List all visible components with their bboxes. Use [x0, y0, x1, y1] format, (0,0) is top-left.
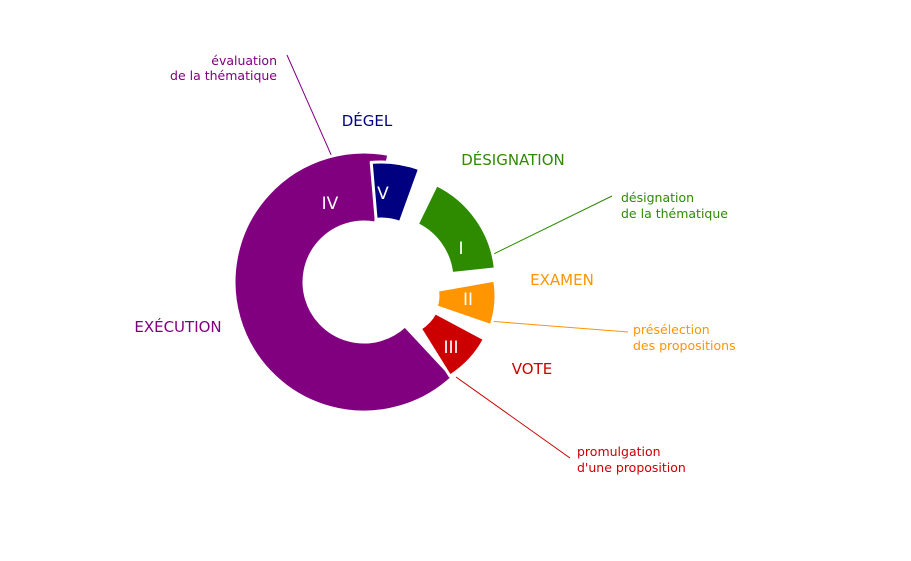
numeral-v: V	[377, 184, 389, 204]
numeral-ii: II	[463, 290, 473, 310]
phase-label-execution: EXÉCUTION	[134, 317, 221, 336]
svg-text:promulgation: promulgation	[577, 444, 661, 459]
segment-iii	[418, 311, 486, 378]
svg-text:présélection: présélection	[633, 322, 710, 337]
annotation-preselection: présélection des propositions	[633, 322, 736, 353]
svg-text:de la thématique: de la thématique	[621, 206, 728, 221]
segment-v	[369, 160, 422, 224]
segment-i	[415, 183, 497, 275]
svg-text:évaluation: évaluation	[211, 53, 277, 68]
svg-text:désignation: désignation	[621, 190, 694, 205]
svg-text:des propositions: des propositions	[633, 338, 736, 353]
leader-line-preselection	[487, 320, 629, 333]
segment-iv	[232, 150, 455, 414]
phase-label-vote: VOTE	[512, 360, 552, 378]
ring	[232, 150, 498, 414]
numeral-iv: IV	[322, 194, 339, 214]
numeral-i: I	[458, 239, 463, 259]
leader-line-promulgation	[455, 376, 571, 459]
phase-label-designation: DÉSIGNATION	[461, 150, 565, 169]
annotation-designation: désignation de la thématique	[621, 190, 728, 221]
svg-text:d'une proposition: d'une proposition	[577, 460, 686, 475]
annotation-evaluation: évaluation de la thématique	[170, 53, 277, 83]
svg-text:de la thématique: de la thématique	[170, 68, 277, 83]
annotation-promulgation: promulgation d'une proposition	[577, 444, 686, 475]
phase-label-examen: EXAMEN	[530, 271, 594, 289]
segment-ii	[434, 278, 498, 328]
phase-label-degel: DÉGEL	[342, 111, 393, 130]
numeral-iii: III	[443, 338, 458, 358]
